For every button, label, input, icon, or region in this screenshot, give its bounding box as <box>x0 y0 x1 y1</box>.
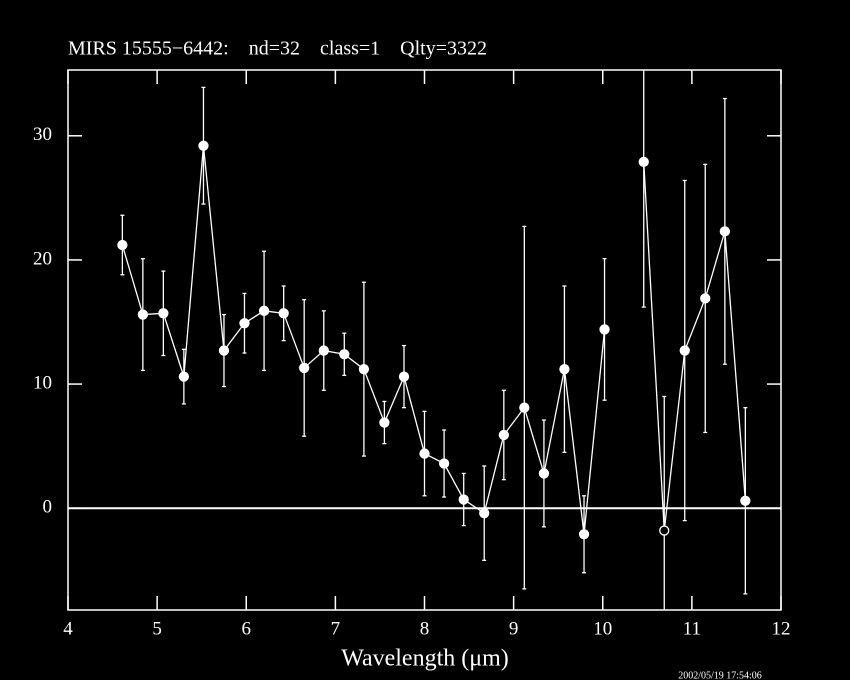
data-point <box>339 349 350 360</box>
x-tick-label: 5 <box>152 618 162 639</box>
x-tick-label: 11 <box>683 618 701 639</box>
data-point <box>599 324 610 335</box>
plot-area <box>68 70 781 610</box>
data-point <box>578 529 590 540</box>
data-point <box>419 448 430 459</box>
data-point <box>117 239 128 251</box>
x-tick-label: 12 <box>772 618 791 639</box>
data-point <box>239 318 250 329</box>
data-point <box>740 495 751 506</box>
data-point <box>398 371 410 382</box>
x-tick-label: 6 <box>242 618 252 639</box>
data-point <box>638 156 649 168</box>
data-point <box>158 308 169 319</box>
timestamp: 2002/05/19 17:54:06 <box>678 670 762 680</box>
data-point <box>258 305 270 316</box>
chart-title: MIRS 15555−6442: nd=32 class=1 Qlty=3322 <box>68 38 487 60</box>
x-tick-label: 9 <box>509 618 519 639</box>
y-tick-label: 30 <box>33 124 52 145</box>
data-point <box>137 309 149 320</box>
data-point <box>538 468 550 479</box>
data-point <box>299 362 310 374</box>
data-point <box>198 140 209 151</box>
data-point <box>559 364 570 375</box>
y-tick-label: 10 <box>33 372 52 393</box>
data-point <box>659 525 670 536</box>
data-point <box>318 345 329 356</box>
data-point <box>178 371 190 382</box>
x-tick-label: 10 <box>593 618 612 639</box>
data-point <box>379 417 390 428</box>
x-tick-label: 7 <box>331 618 341 639</box>
data-point <box>218 345 230 356</box>
x-axis-label: Wavelength (μm) <box>341 646 509 672</box>
data-point <box>719 226 731 237</box>
x-tick-label: 8 <box>420 618 430 639</box>
y-tick-label: 20 <box>33 248 52 269</box>
data-point <box>479 508 490 519</box>
data-point <box>458 494 469 505</box>
data-point <box>438 458 450 469</box>
data-point <box>519 402 530 413</box>
data-point <box>358 364 370 375</box>
y-tick-label: 0 <box>43 497 53 518</box>
data-point <box>498 429 509 441</box>
data-point <box>700 293 711 304</box>
x-tick-label: 4 <box>63 618 73 639</box>
data-point <box>278 308 289 319</box>
data-point <box>679 345 690 356</box>
